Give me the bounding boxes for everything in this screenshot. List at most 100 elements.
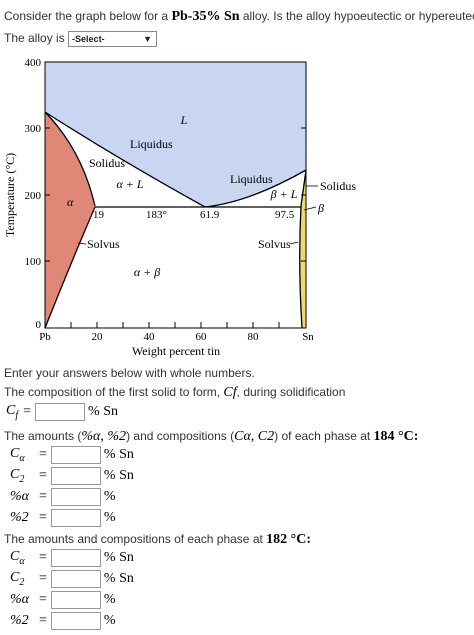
s182-c-alpha-input[interactable]	[50, 549, 101, 567]
s182-row-c-2: C2 = % Sn	[10, 569, 134, 589]
equals-sign: =	[39, 613, 47, 628]
x-tick-label: Sn	[302, 331, 314, 343]
unit-label: %	[103, 613, 116, 628]
first-solid-text-end: , during solidification	[236, 385, 346, 399]
unit-label: % Sn	[103, 468, 134, 483]
s184-c-alpha-input[interactable]	[50, 446, 101, 464]
first-solid-symbol: Cf	[223, 385, 237, 400]
first-solid-label: Cf	[6, 403, 19, 421]
first-solid-row: Cf = % Sn	[6, 402, 118, 422]
row-label: %α	[10, 489, 30, 504]
y-tick-label: 100	[25, 256, 42, 268]
equals-sign: =	[39, 489, 47, 504]
y-tick-label: 400	[25, 57, 42, 69]
label-beta-liquid: β + L	[270, 187, 298, 201]
label-solidus-left: Solidus	[89, 156, 125, 170]
equals-sign: =	[39, 447, 47, 462]
label-eutectic-19: 19	[93, 209, 105, 221]
alloy-is-label: The alloy is	[4, 31, 65, 46]
s184-row-c-2: C2 = % Sn	[10, 466, 134, 486]
s182-row-pct-alpha: %α = %	[10, 590, 116, 610]
first-solid-input[interactable]	[35, 403, 86, 421]
x-tick-label: 40	[144, 331, 156, 343]
alloy-type-row: The alloy is -Select- ▼	[4, 31, 158, 47]
unit-label: % Sn	[103, 447, 134, 462]
label-alpha-beta: α + β	[134, 265, 160, 279]
x-ticks	[70, 322, 280, 328]
y-tick-label: 0	[36, 319, 42, 331]
y-ticks	[45, 61, 306, 329]
solidus-left-line	[44, 111, 96, 207]
question-intro-end: alloy. Is the alloy hypoeutectic or hype…	[239, 9, 474, 23]
x-tick-label: 60	[196, 331, 208, 343]
solvus-right-pointer	[289, 241, 299, 245]
row-label: %2	[10, 613, 29, 628]
liquidus-left-line	[44, 111, 206, 208]
s182-row-c-alpha: Cα = % Sn	[10, 548, 134, 568]
temperature-184: 184 °C:	[373, 429, 419, 444]
beta-pointer	[303, 206, 317, 211]
unit-label: % Sn	[103, 550, 134, 565]
alloy-type-select-value: -Select-	[72, 34, 105, 44]
y-tick-label: 200	[25, 190, 42, 202]
label-beta: β	[317, 201, 324, 215]
s184-row-pct-alpha: %α = %	[10, 487, 116, 507]
temperature-182: 182 °C:	[266, 532, 312, 547]
alloy-composition: Pb-35% Sn	[171, 9, 240, 24]
question-text: Consider the graph below for a Pb-35% Sn…	[4, 9, 474, 25]
s182-pct-2-input[interactable]	[50, 612, 101, 630]
equals-sign: =	[39, 550, 47, 565]
solvus-left-pointer	[77, 242, 87, 245]
s184-pct-alpha-input[interactable]	[50, 488, 101, 506]
label-eutectic-183: 183°	[146, 209, 167, 221]
amount-symbols: %α, %2	[81, 429, 127, 444]
label-liquid: L	[180, 113, 188, 127]
composition-symbols: Cα, C2	[234, 429, 275, 444]
label-eutectic-97: 97.5	[275, 209, 295, 221]
y-axis-title: Temperature (°C)	[3, 153, 17, 237]
x-tick-label: Pb	[39, 331, 51, 343]
s184-row-c-alpha: Cα = % Sn	[10, 445, 134, 465]
alpha-region	[45, 112, 95, 328]
dropdown-arrow-icon: ▼	[143, 34, 153, 44]
unit-label: % Sn	[103, 571, 134, 586]
section-182-prompt: The amounts and compositions of each pha…	[4, 532, 312, 547]
first-solid-prompt: The composition of the first solid to fo…	[4, 385, 345, 401]
row-label: Cα	[10, 549, 25, 567]
alloy-type-select[interactable]: -Select- ▼	[68, 31, 158, 47]
label-liquidus-left: Liquidus	[130, 137, 173, 151]
row-label: C2	[10, 570, 25, 588]
s184-row-pct-2: %2 = %	[10, 508, 116, 528]
s182-c-2-input[interactable]	[50, 570, 101, 588]
y-tick-label: 300	[25, 123, 42, 135]
equals-sign: =	[39, 468, 47, 483]
equals-sign: =	[39, 510, 47, 525]
phase-diagram: 400 300 200 100 0 Pb 20 40 60 80 Sn Temp…	[3, 57, 356, 358]
unit-label: %	[103, 592, 116, 607]
x-tick-label: 20	[92, 331, 104, 343]
row-label: %2	[10, 510, 29, 525]
unit-label: %	[103, 510, 116, 525]
solidus-right-line	[300, 169, 307, 207]
label-alpha: α	[67, 195, 74, 209]
solvus-right-line	[299, 205, 303, 329]
s184-c-2-input[interactable]	[50, 467, 101, 485]
label-eutectic-61: 61.9	[200, 209, 220, 221]
row-label: Cα	[10, 446, 25, 464]
x-axis-title: Weight percent tin	[132, 344, 220, 358]
solvus-left-line	[44, 206, 96, 329]
first-solid-text: The composition of the first solid to fo…	[4, 385, 224, 399]
unit-label: % Sn	[88, 404, 118, 419]
label-solvus-left: Solvus	[87, 237, 120, 251]
x-tick-label: 80	[248, 331, 260, 343]
question-intro: Consider the graph below for a	[4, 9, 172, 23]
s182-row-pct-2: %2 = %	[10, 611, 116, 631]
s184-pct-2-input[interactable]	[50, 509, 101, 527]
equals-sign: =	[39, 571, 47, 586]
section-184-prompt: The amounts (%α, %2) and compositions (C…	[4, 429, 419, 444]
label-solvus-right: Solvus	[258, 237, 291, 251]
row-label: C2	[10, 467, 25, 485]
s182-pct-alpha-input[interactable]	[50, 591, 101, 609]
unit-label: %	[103, 489, 116, 504]
instructions: Enter your answers below with whole numb…	[4, 366, 255, 380]
